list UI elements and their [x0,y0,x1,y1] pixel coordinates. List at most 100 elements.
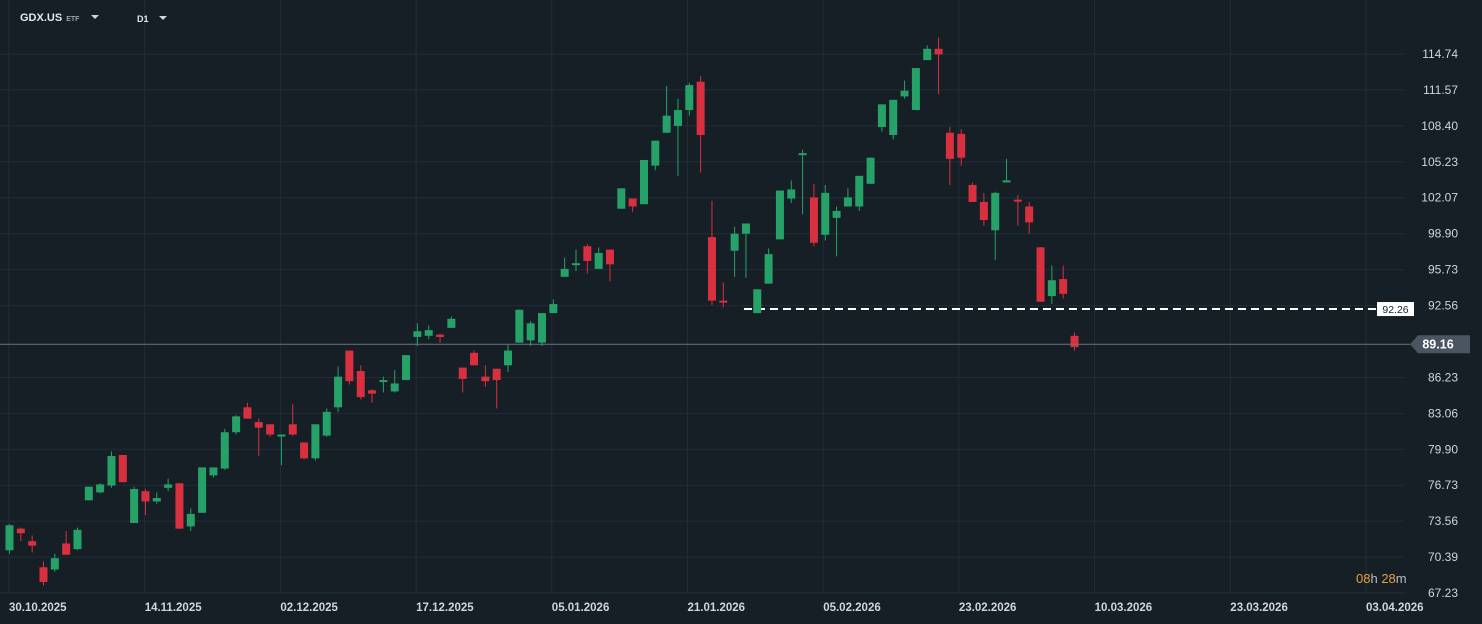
candle-body [198,467,207,513]
candle [118,454,127,483]
y-tick-label: 108.40 [1421,119,1458,133]
candle-body [991,192,1000,231]
candle-body [594,252,603,269]
candle-body [617,188,626,209]
candle-body [504,350,513,366]
candle-body [96,484,105,493]
candle-body [28,541,37,546]
candle-body [968,184,977,202]
candle-body [390,383,399,392]
candle-body [470,352,479,366]
candle-body [832,211,841,218]
x-tick-label: 14.11.2025 [145,602,203,614]
x-tick-label: 23.02.2026 [959,602,1017,614]
candle [39,561,48,586]
candle-body [945,132,954,159]
candle-body [843,197,852,207]
candle [662,86,671,133]
candle-body [560,268,569,277]
candle-body [492,368,501,381]
candle-body [288,424,297,435]
candle-body [73,529,82,550]
level-tag [1377,302,1414,317]
candle [141,488,150,516]
current-price-tag [1410,335,1470,354]
candle-body [186,513,195,527]
candle [1036,247,1045,302]
x-tick-label: 30.10.2025 [9,602,67,614]
candle-body [164,484,173,488]
candle-body [232,416,241,433]
current-price-line: 89.16 [0,335,1470,354]
x-tick-label: 21.01.2026 [688,602,746,614]
candle [322,408,331,437]
candle [572,249,580,272]
y-tick-label: 111.57 [1423,83,1458,97]
candle-body [254,422,263,428]
candle [628,198,637,213]
candle-body [707,237,716,301]
candle-body [107,456,116,486]
candle [5,524,14,554]
candles [5,37,1079,586]
candle-body [821,192,830,235]
countdown-minutes: 28 [1381,571,1396,586]
candle [798,149,807,215]
chevron-down-icon [159,16,168,20]
candle [866,157,875,184]
candle [447,316,456,328]
candle [639,159,648,205]
y-tick-label: 67.23 [1428,586,1458,600]
y-tick-label: 79.90 [1428,442,1458,456]
candle-body [911,68,920,111]
y-tick-label: 105.23 [1421,155,1458,169]
candle-body [300,442,309,459]
candle-body [798,153,807,156]
candle [787,180,796,204]
countdown-hours-unit: h [1370,571,1378,586]
candle-body [1002,180,1011,183]
candle-body [979,201,988,221]
candle-body [84,486,93,501]
timeframe-selector[interactable]: D1 [137,14,168,24]
candle-body [639,159,648,205]
x-tick-label: 05.01.2026 [552,602,610,614]
candle-body [118,454,127,483]
candle [741,223,750,278]
candle [368,389,377,403]
candle [198,467,207,513]
candle-body [1059,279,1068,294]
candle-body [220,432,229,469]
candle-body [356,370,365,398]
y-tick-label: 114.74 [1422,47,1458,61]
candle [775,190,784,240]
candle [28,535,37,553]
candle [832,206,841,257]
candle [934,37,943,95]
candle [254,418,263,457]
candle [209,467,218,478]
candle [1013,195,1022,226]
candle-body [50,558,59,570]
candle-body [572,263,580,266]
candle-body [266,424,275,435]
candle [470,350,479,366]
y-tick-label: 86.23 [1428,370,1458,384]
symbol-selector[interactable]: GDX.US ETF [20,12,100,24]
candle-body [673,110,682,126]
candle [345,350,354,385]
candle [73,527,82,551]
y-tick-label: 92.56 [1428,299,1458,313]
candle [821,184,830,241]
level-label: 92.26 [1382,304,1408,316]
x-tick-label: 17.12.2025 [416,602,474,614]
candle [186,508,195,531]
candle-body [1036,247,1045,302]
candle-body [1047,280,1056,297]
candle-body [889,99,898,136]
candle [605,249,614,282]
candle [107,451,116,488]
candle [843,188,852,207]
x-tick-label: 03.04.2026 [1366,602,1424,614]
